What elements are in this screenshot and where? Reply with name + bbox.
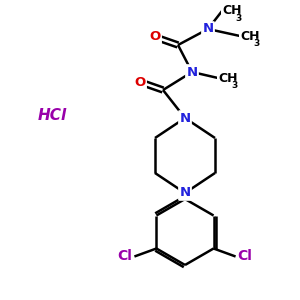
Text: O: O (134, 76, 146, 88)
Text: 3: 3 (253, 39, 259, 48)
Text: CH: CH (222, 4, 242, 17)
Text: O: O (149, 31, 161, 44)
Text: CH: CH (240, 29, 260, 43)
Text: 3: 3 (231, 81, 237, 90)
Text: 3: 3 (235, 14, 241, 23)
Text: N: N (202, 22, 214, 35)
Text: N: N (186, 65, 198, 79)
Text: HCl: HCl (38, 107, 67, 122)
Text: N: N (179, 187, 191, 200)
Text: Cl: Cl (238, 250, 253, 263)
Text: N: N (179, 112, 191, 124)
Text: Cl: Cl (118, 250, 132, 263)
Text: CH: CH (218, 71, 238, 85)
